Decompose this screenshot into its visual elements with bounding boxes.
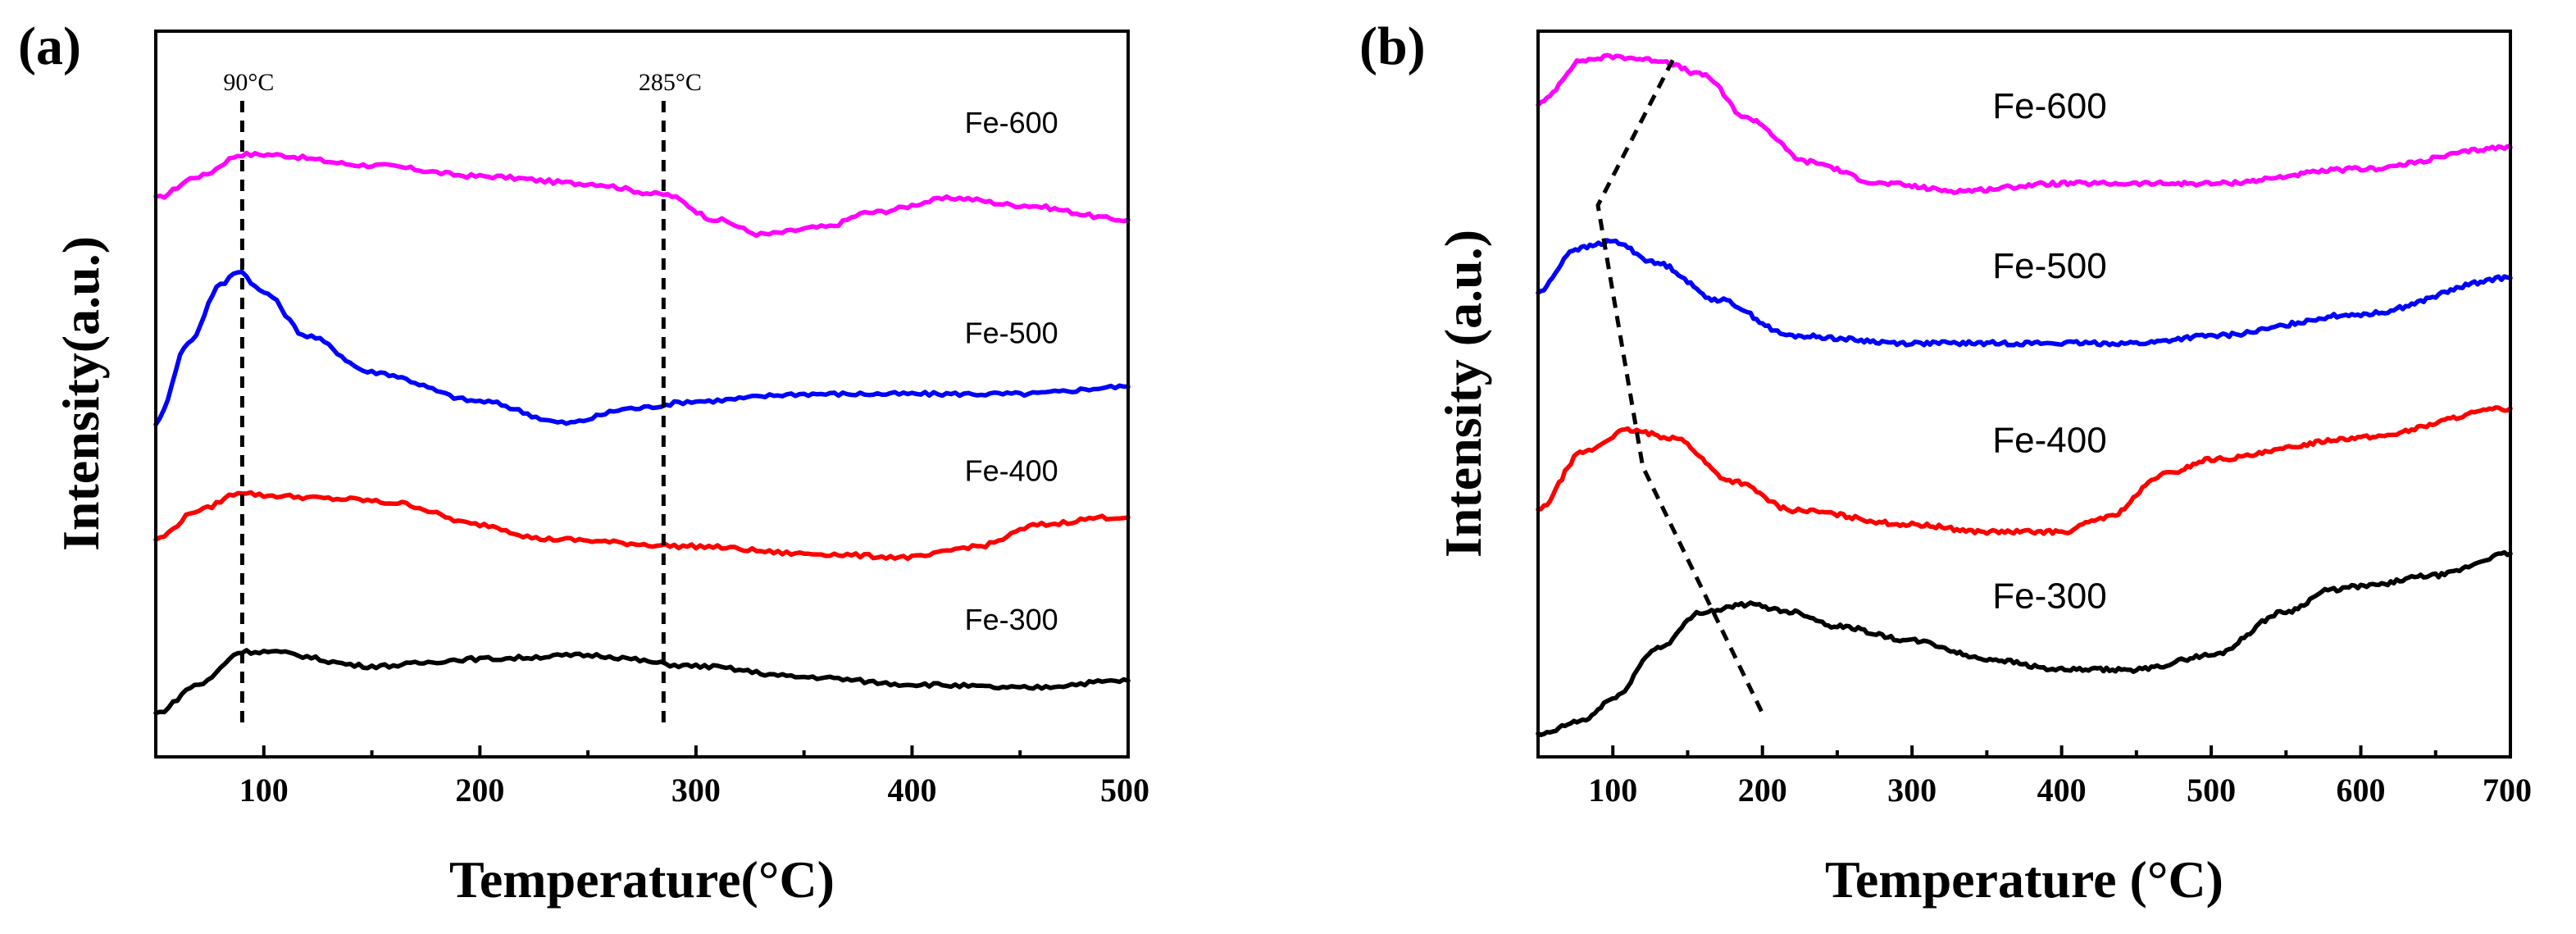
panel-b-series-label-fe-500: Fe-500: [1992, 246, 2106, 286]
panel-a-series-fe-500: [153, 270, 1131, 427]
panel-b-series-label-fe-300: Fe-300: [1992, 576, 2106, 617]
panel-b-series-label-fe-600: Fe-600: [1992, 86, 2106, 126]
panel-a-series-label-fe-500: Fe-500: [965, 317, 1058, 350]
panel-a-series-layer: [153, 150, 1131, 716]
panel-a-x-axis-title: Temperature(°C): [449, 850, 835, 909]
panel-a-reference-label-1: 285°C: [639, 69, 702, 96]
panel-b-series-labels: Fe-600 Fe-500 Fe-400 Fe-300: [1992, 86, 2106, 616]
panel-a-x-tick-label-0: 100: [239, 772, 289, 809]
panel-b-series-fe-500: [1536, 238, 2513, 348]
panel-b-series-fe-400: [1536, 405, 2513, 536]
panel-b-x-tick-label-6: 700: [2483, 772, 2532, 809]
panel-b-plot-frame: [1536, 30, 2512, 759]
panel-b-series-layer: [1536, 52, 2513, 737]
panel-a-series-labels: Fe-600 Fe-500 Fe-400 Fe-300: [965, 106, 1058, 636]
panel-b-x-ticks: 100 200 300 400 500 600 700: [1588, 745, 2532, 809]
panel-a-reference-layer: 90°C 285°C: [223, 69, 702, 728]
panel-a-series-fe-400: [153, 490, 1131, 562]
panel-a-x-ticks: 100 200 300 400 500: [239, 745, 1149, 809]
panel-b: (b) 100 200 300 400 500 600 700 Fe-600Fe-500Fe…: [1359, 16, 2532, 909]
panel-b-trend-layer: [1595, 59, 1764, 714]
panel-a-series-fe-300: [153, 648, 1131, 716]
panel-a-plot-frame: [154, 30, 1130, 759]
panel-b-series-label-fe-400: Fe-400: [1992, 420, 2106, 460]
panel-b-trend-line: [1595, 59, 1764, 714]
panel-b-x-tick-label-1: 200: [1738, 772, 1787, 809]
panel-b-series-fe-300: [1536, 549, 2513, 737]
panel-b-x-tick-label-0: 100: [1588, 772, 1637, 809]
panel-b-label: (b): [1359, 16, 1426, 76]
panel-a-x-tick-label-1: 200: [455, 772, 504, 809]
panel-a-series-label-fe-400: Fe-400: [965, 454, 1058, 488]
panel-a-y-axis-title: Intensity(a.u.): [52, 236, 110, 551]
panel-a-series-label-fe-300: Fe-300: [965, 603, 1058, 636]
panel-a-reference-label-0: 90°C: [223, 69, 274, 96]
panel-b-x-tick-label-5: 600: [2337, 772, 2386, 809]
panel-a-x-tick-label-4: 500: [1100, 772, 1149, 809]
panel-b-x-axis-title: Temperature (°C): [1825, 850, 2223, 909]
panel-b-series-fe-600: [1536, 52, 2513, 195]
panel-b-y-axis-title: Intensity (a.u.): [1434, 230, 1492, 558]
panel-a-x-tick-label-2: 300: [671, 772, 721, 809]
panel-a: (a) 90°C 285°C 100 200 300 400 500 Fe-600 Fe-5…: [18, 16, 1149, 909]
panel-a-series-fe-600: [153, 150, 1131, 239]
panel-b-x-tick-label-2: 300: [1887, 772, 1937, 809]
panel-a-x-tick-label-3: 400: [887, 772, 936, 809]
panel-b-x-tick-label-4: 500: [2187, 772, 2236, 809]
panel-b-x-tick-label-3: 400: [2037, 772, 2087, 809]
panel-a-label: (a): [18, 16, 81, 76]
panel-a-series-label-fe-600: Fe-600: [965, 106, 1058, 139]
